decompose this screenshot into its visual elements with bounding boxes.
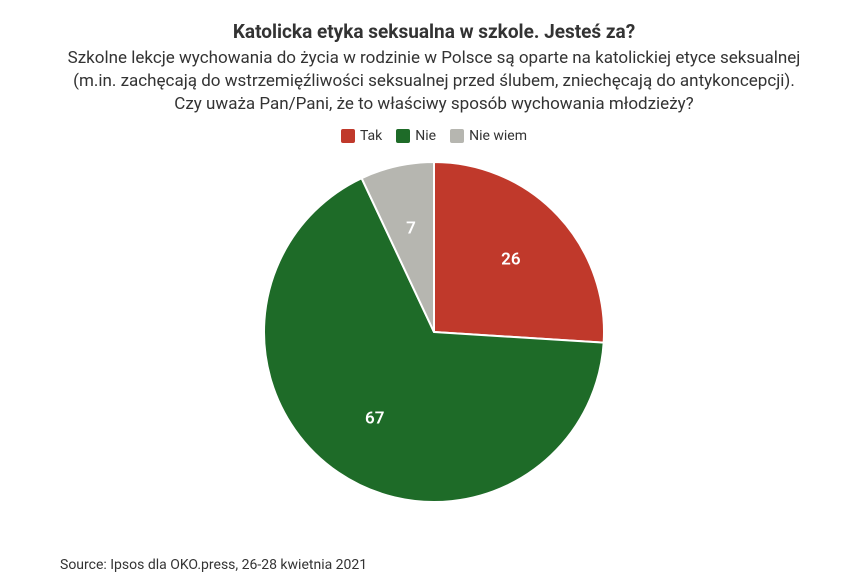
- pie-chart-container: 26 67 7: [60, 152, 808, 512]
- legend-item-nie: Nie: [396, 128, 436, 144]
- legend-label: Nie: [415, 128, 436, 144]
- chart-subtitle: Szkolne lekcje wychowania do życia w rod…: [60, 47, 808, 116]
- pie-chart: 26 67 7: [234, 152, 634, 512]
- legend-item-niewiem: Nie wiem: [450, 128, 527, 144]
- source-line: Source: Ipsos dla OKO.press, 26-28 kwiet…: [60, 557, 367, 573]
- pie-slice-label: 26: [501, 249, 521, 269]
- pie-slice-label: 67: [365, 408, 384, 428]
- legend-swatch-niewiem: [450, 129, 464, 143]
- legend-item-tak: Tak: [341, 128, 382, 144]
- legend-label: Nie wiem: [469, 128, 527, 144]
- legend-label: Tak: [360, 128, 382, 144]
- legend-swatch-tak: [341, 129, 355, 143]
- legend: Tak Nie Nie wiem: [60, 128, 808, 144]
- chart-title: Katolicka etyka seksualna w szkole. Jest…: [60, 20, 808, 43]
- pie-slice-label: 7: [406, 218, 416, 238]
- legend-swatch-nie: [396, 129, 410, 143]
